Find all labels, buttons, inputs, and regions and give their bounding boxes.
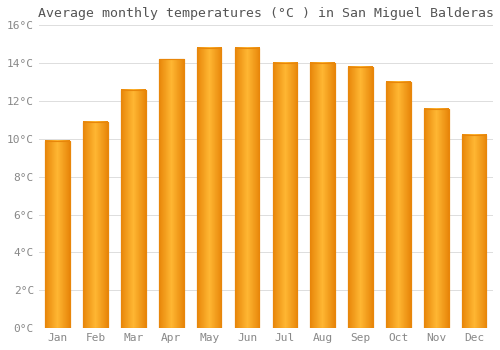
Bar xyxy=(84,122,108,328)
Bar xyxy=(348,67,373,328)
Bar xyxy=(197,48,222,328)
Bar xyxy=(234,48,260,328)
Bar xyxy=(159,60,184,328)
Title: Average monthly temperatures (°C ) in San Miguel Balderas: Average monthly temperatures (°C ) in Sa… xyxy=(38,7,494,20)
Bar xyxy=(84,122,108,328)
Bar xyxy=(386,82,410,328)
Bar xyxy=(310,63,335,328)
Bar xyxy=(424,108,448,328)
Bar xyxy=(121,90,146,328)
Bar xyxy=(348,67,373,328)
Bar xyxy=(272,63,297,328)
Bar xyxy=(424,108,448,328)
Bar xyxy=(272,63,297,328)
Bar xyxy=(121,90,146,328)
Bar xyxy=(234,48,260,328)
Bar xyxy=(46,141,70,328)
Bar xyxy=(310,63,335,328)
Bar xyxy=(46,141,70,328)
Bar xyxy=(197,48,222,328)
Bar xyxy=(462,135,486,328)
Bar xyxy=(159,60,184,328)
Bar xyxy=(386,82,410,328)
Bar xyxy=(462,135,486,328)
